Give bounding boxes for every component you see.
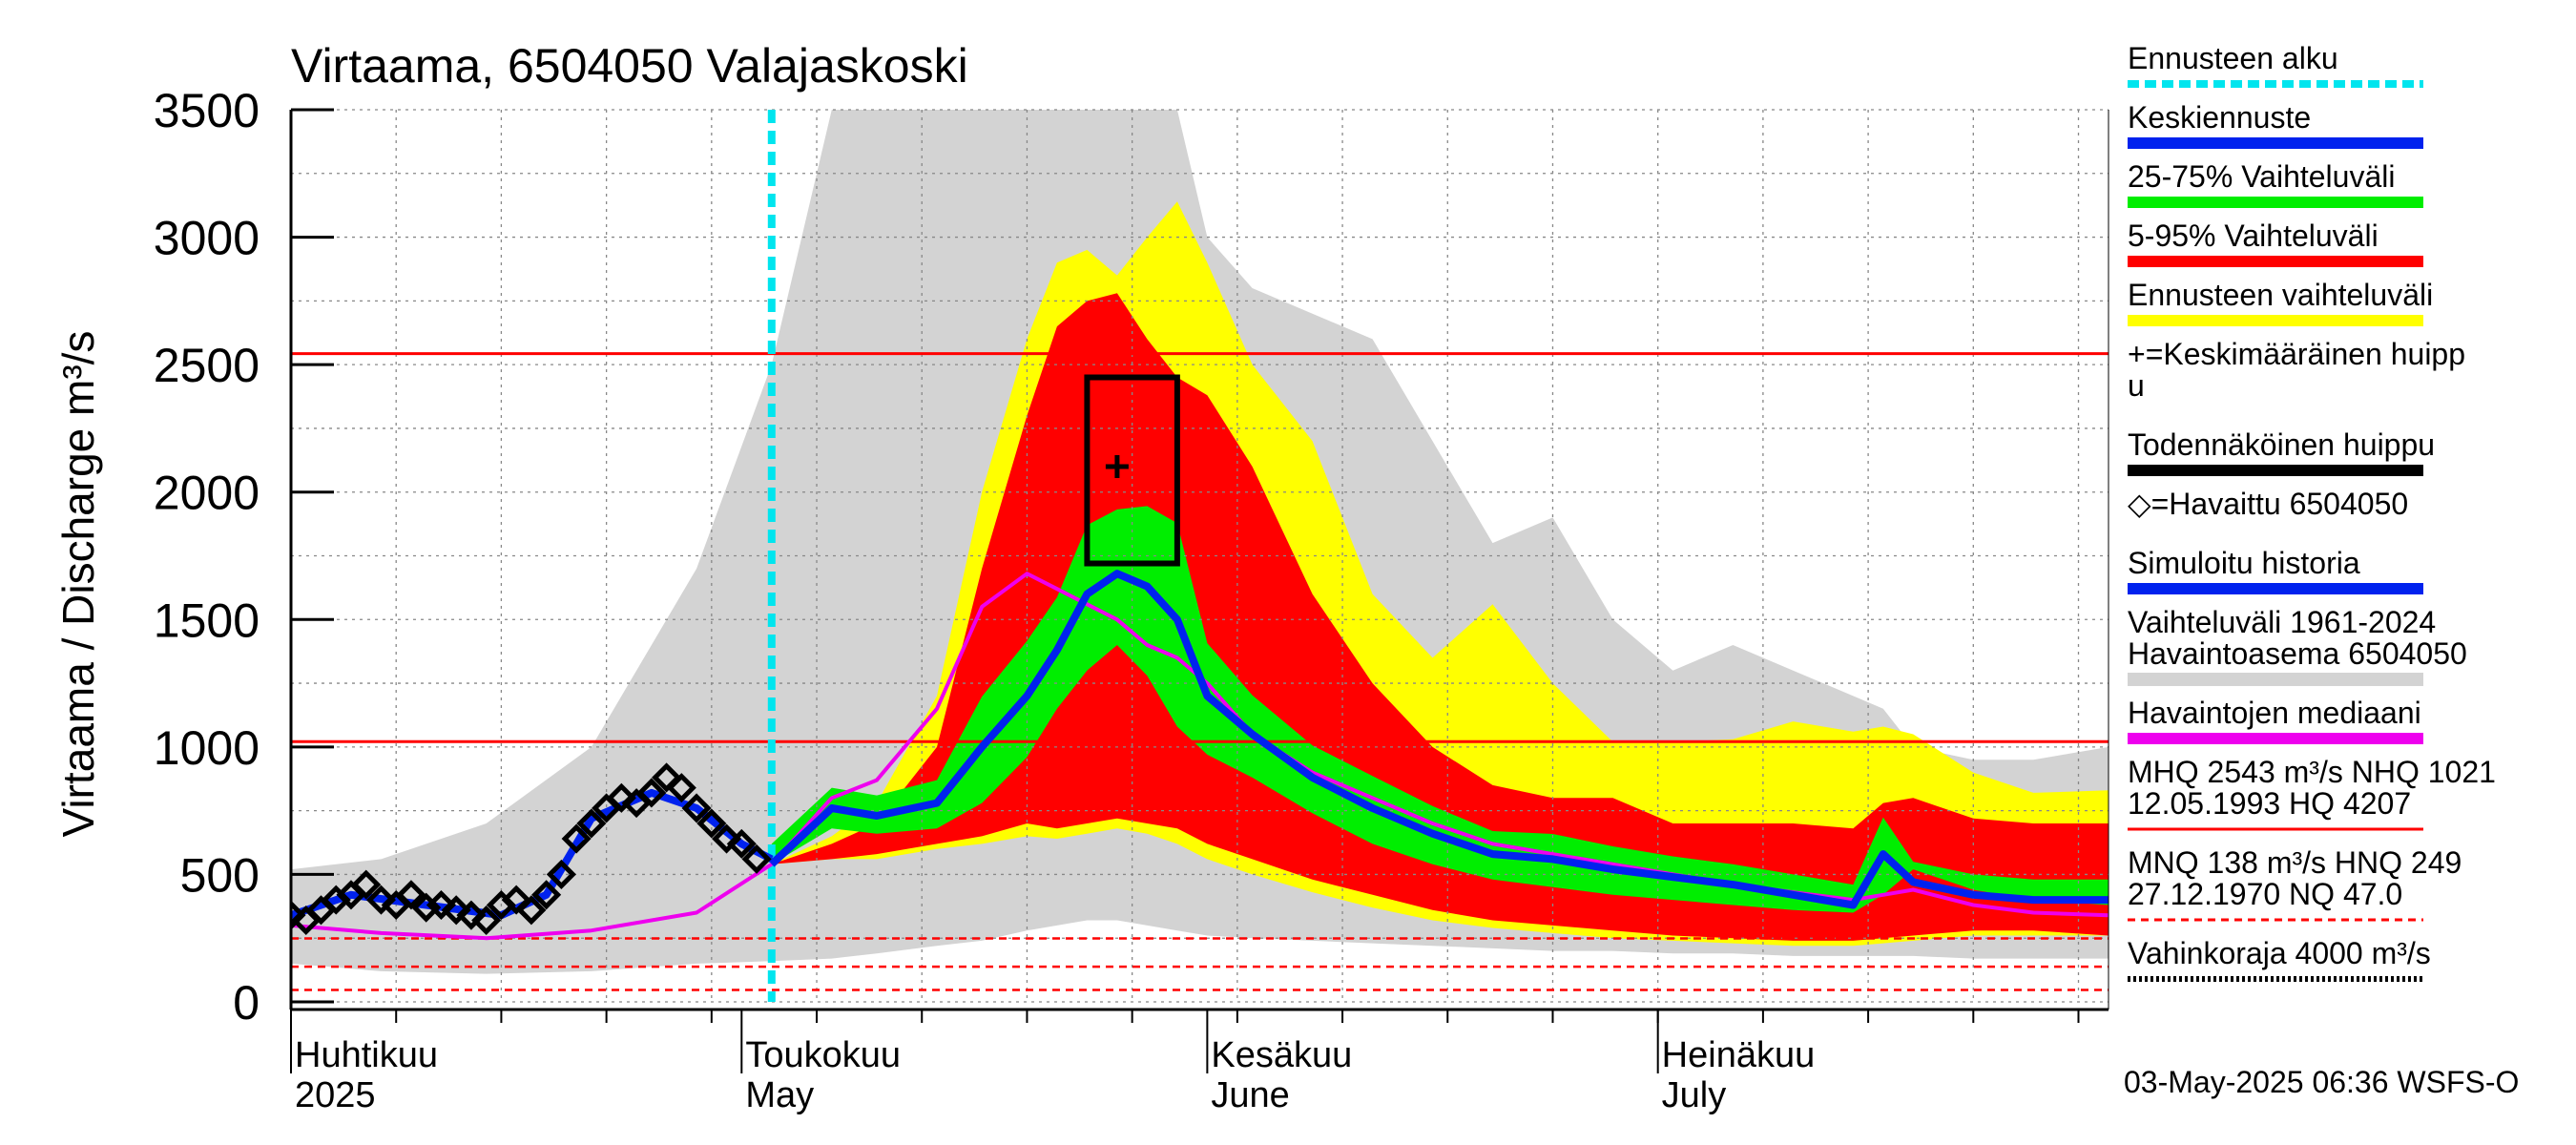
legend-label: Todennäköinen huippu [2128, 427, 2435, 462]
y-axis-label: Virtaama / Discharge m³/s [53, 331, 103, 838]
legend-label: ◇=Havaittu 6504050 [2128, 487, 2408, 521]
y-tick-label: 3000 [154, 212, 260, 265]
legend-label: Ennusteen alku [2128, 41, 2338, 75]
observed-point [291, 900, 306, 930]
observed-point [441, 895, 471, 926]
month-label-fi: Kesäkuu [1211, 1035, 1352, 1075]
legend-label: 25-75% Vaihteluväli [2128, 159, 2395, 194]
observed-point [546, 859, 576, 889]
y-tick-label: 1000 [154, 721, 260, 775]
legend-label: Havaintojen mediaani [2128, 696, 2421, 730]
legend-label-line2: 27.12.1970 NQ 47.0 [2128, 877, 2402, 911]
observed-point [636, 778, 667, 808]
legend-label: 5-95% Vaihteluväli [2128, 219, 2379, 253]
observed-point [652, 762, 682, 793]
observed-point [456, 900, 487, 930]
observed-point [516, 895, 547, 926]
legend-label-line2: 12.05.1993 HQ 4207 [2128, 786, 2411, 821]
observed-point [606, 782, 636, 813]
legend-label: +=Keskimääräinen huipp [2128, 337, 2465, 371]
peak-annotations [1084, 374, 1180, 567]
observed-point [712, 823, 742, 854]
month-label-fi: Heinäkuu [1662, 1035, 1816, 1075]
observed-point [696, 808, 727, 839]
axes-layer: 0 500 1000 1500 2000 2500 3000 3500 Huhtikuu2025… [154, 84, 2109, 1115]
legend-label: Vaihteluväli 1961-2024 [2128, 605, 2436, 639]
y-tick-label: 1500 [154, 593, 260, 647]
observed-point [726, 828, 757, 859]
band-layer [291, 110, 2109, 974]
month-label-en: June [1211, 1075, 1289, 1115]
observed-point [396, 880, 426, 910]
y-tick-label: 0 [233, 976, 260, 1030]
observed-point [365, 885, 396, 915]
legend-label-line2: Havaintoasema 6504050 [2128, 636, 2467, 671]
observed-point [426, 889, 456, 921]
legend-label: Keskiennuste [2128, 100, 2311, 135]
month-label-fi: Toukokuu [745, 1035, 901, 1075]
band-5-95-vaihteluv-li [771, 293, 2109, 941]
chart-title: Virtaama, 6504050 Valajaskoski [291, 39, 968, 93]
band-25-75-vaihteluv-li [771, 506, 2109, 913]
y-tick-label: 3500 [154, 84, 260, 137]
observed-point [681, 793, 712, 823]
legend-label: MHQ 2543 m³/s NHQ 1021 [2128, 755, 2496, 789]
observed-point [741, 843, 772, 874]
observed-point [471, 905, 502, 936]
y-tick-label: 2000 [154, 467, 260, 520]
observed-markers [291, 762, 772, 936]
legend-label: Simuloitu historia [2128, 546, 2360, 580]
legend-label: MNQ 138 m³/s HNQ 249 [2128, 845, 2462, 880]
y-tick-label: 500 [180, 848, 260, 902]
observed-point [576, 808, 607, 839]
mean-forecast-line [769, 570, 2109, 909]
month-label-fi: Huhtikuu [295, 1035, 438, 1075]
legend: Ennusteen alku Keskiennuste 25-75% Vaihtel… [2128, 41, 2496, 982]
legend-label-line2: u [2128, 368, 2145, 403]
observed-point [666, 773, 696, 803]
observed-point [351, 869, 382, 900]
observed-point [561, 823, 592, 854]
probable-peak-box [1084, 374, 1180, 567]
month-label-en: July [1662, 1075, 1727, 1115]
legend-label: Vahinkoraja 4000 m³/s [2128, 936, 2431, 970]
timestamp: 03-May-2025 06:36 WSFS-O [2124, 1065, 2519, 1099]
observed-point [501, 885, 531, 915]
reference-lines [291, 352, 2109, 991]
y-tick-label: 2500 [154, 339, 260, 392]
legend-label: Ennusteen vaihteluväli [2128, 278, 2433, 312]
observed-point [531, 880, 562, 910]
month-label-en: May [745, 1075, 814, 1115]
month-label-en: 2025 [295, 1075, 376, 1115]
